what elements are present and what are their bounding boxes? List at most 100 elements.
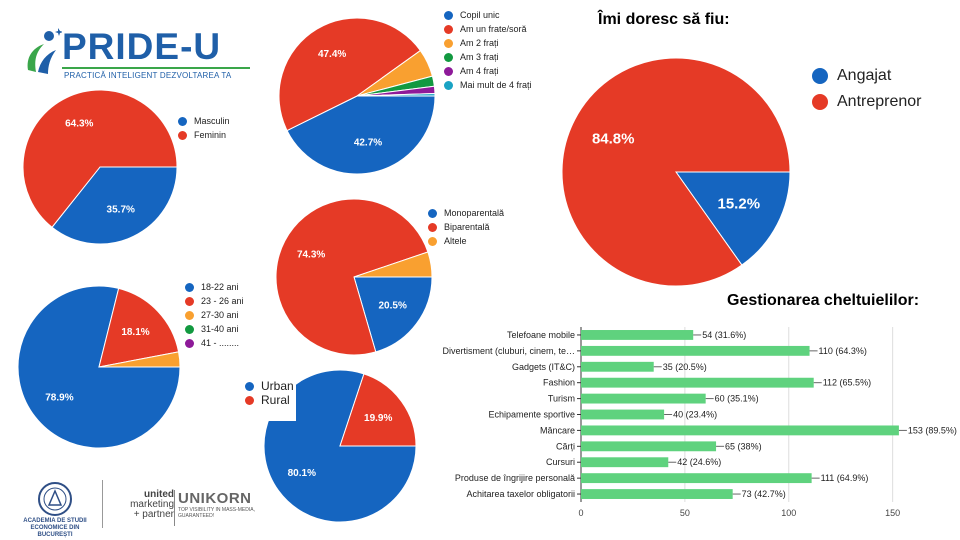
expense-bar: [581, 393, 706, 404]
legend-swatch-icon: [444, 52, 453, 62]
expense-bar: [581, 377, 814, 388]
aspiration-title: Îmi doresc să fiu:: [598, 11, 730, 28]
ase-logo: ACADEMIA DE STUDII ECONOMICE DIN BUCUREȘ…: [14, 481, 96, 538]
siblings-legend-item: Am 3 frați: [444, 50, 532, 64]
bar-data-label: 40 (23.4%): [673, 410, 717, 420]
category-label: Divertisment (cluburi, cinem, te…: [442, 346, 575, 356]
legend-swatch-icon: [812, 68, 828, 84]
x-tick-label: 100: [781, 508, 796, 518]
expense-bar: [581, 330, 694, 340]
bar-data-label: 35 (20.5%): [663, 362, 707, 372]
age-legend-item: 41 - ........: [185, 336, 244, 350]
expense-bar: [581, 409, 665, 420]
age-legend-label: 41 - ........: [201, 338, 240, 348]
united-line3: + partner: [133, 509, 174, 520]
legend-swatch-icon: [428, 208, 437, 218]
age-legend-label: 31-40 ani: [201, 324, 239, 334]
expense-bar: [581, 473, 812, 484]
legend-swatch-icon: [245, 381, 254, 391]
x-tick-label: 150: [885, 508, 900, 518]
siblings-legend-item: Copil unic: [444, 8, 532, 22]
runner-icon: [27, 28, 62, 74]
expense-bar: [581, 489, 733, 499]
united-line1: united: [144, 489, 174, 500]
category-label: Fashion: [543, 378, 575, 388]
age-legend-item: 27-30 ani: [185, 308, 244, 322]
residence-legend-item: Urban: [245, 379, 294, 393]
category-label: Cursuri: [546, 457, 575, 467]
legend-aspiration: Angajat Antreprenor: [812, 63, 922, 115]
expense-bar: [581, 457, 669, 468]
age-legend-label: 18-22 ani: [201, 282, 239, 292]
siblings-legend-item: Am 4 frați: [444, 64, 532, 78]
residence-legend-label: Urban: [261, 379, 294, 393]
bar-data-label: 153 (89.5%): [908, 425, 957, 435]
bar-data-label: 110 (64.3%): [819, 346, 867, 356]
category-label: Cărți: [556, 441, 575, 451]
siblings-legend-label: Copil unic: [460, 10, 500, 20]
expense-bar: [581, 345, 810, 356]
age-legend-label: 23 - 26 ani: [201, 296, 244, 306]
category-label: Turism: [548, 394, 575, 404]
aspiration-legend-item: Antreprenor: [812, 89, 922, 115]
legend-swatch-icon: [428, 222, 437, 232]
category-label: Telefoane mobile: [507, 330, 575, 340]
bar-data-label: 112 (65.5%): [823, 378, 871, 388]
siblings-legend-label: Mai mult de 4 frați: [460, 80, 532, 90]
footer-divider: [102, 480, 103, 528]
category-label: Produse de îngrijire personală: [455, 473, 575, 483]
age-legend-item: 23 - 26 ani: [185, 294, 244, 308]
siblings-legend-item: Mai mult de 4 frați: [444, 78, 532, 92]
expenses-title: Gestionarea cheltuielilor:: [727, 292, 920, 309]
legend-swatch-icon: [444, 38, 453, 48]
siblings-legend-item: Am un frate/soră: [444, 22, 532, 36]
family-legend-item: Monoparentală: [428, 206, 504, 220]
family-legend-label: Biparentală: [444, 222, 490, 232]
logo-tagline: PRACTICĂ INTELIGENT DEZVOLTAREA TA: [64, 71, 232, 80]
expense-bar: [581, 361, 654, 372]
unikorn-name: UNIKORN: [178, 490, 252, 507]
siblings-legend-label: Am 3 frați: [460, 52, 499, 62]
siblings-legend-item: Am 2 frați: [444, 36, 532, 50]
logo-title: PRIDE-U: [62, 26, 222, 67]
aspiration-legend-label: Antreprenor: [837, 93, 922, 110]
gender-legend-label: Feminin: [194, 130, 227, 140]
pride-u-logo: PRIDE-U PRACTICĂ INTELIGENT DEZVOLTAREA …: [22, 26, 252, 86]
legend-swatch-icon: [428, 236, 437, 246]
x-tick-label: 50: [680, 508, 690, 518]
bar-data-label: 111 (64.9%): [821, 473, 869, 483]
aspiration-legend-item: Angajat: [812, 63, 922, 89]
legend-gender: Masculin Feminin: [178, 114, 230, 142]
legend-residence: Urban Rural: [245, 379, 294, 407]
legend-swatch-icon: [185, 296, 194, 306]
gender-legend-item: Masculin: [178, 114, 230, 128]
legend-siblings: Copil unic Am un frate/soră Am 2 frați Am 3…: [444, 8, 532, 92]
legend-swatch-icon: [444, 10, 453, 20]
united-marketing-logo: united marketing + partner: [118, 490, 174, 530]
unikorn-logo: UNIKORN TOP VISIBILITY IN MASS-MEDIA, GU…: [174, 490, 258, 526]
ase-seal-icon: [38, 482, 72, 516]
legend-family: Monoparentală Biparentală Altele: [428, 206, 504, 248]
bar-data-label: 73 (42.7%): [742, 489, 786, 499]
legend-swatch-icon: [185, 338, 194, 348]
x-tick-label: 0: [578, 508, 583, 518]
age-legend-item: 31-40 ani: [185, 322, 244, 336]
legend-swatch-icon: [444, 24, 453, 34]
legend-swatch-icon: [812, 94, 828, 110]
bar-data-label: 60 (35.1%): [715, 394, 759, 404]
category-label: Echipamente sportive: [488, 410, 575, 420]
legend-age: 18-22 ani 23 - 26 ani 27-30 ani 31-40 ani 41…: [185, 280, 244, 350]
logo-underline: [62, 67, 250, 69]
family-legend-label: Monoparentală: [444, 208, 505, 218]
legend-swatch-icon: [185, 324, 194, 334]
residence-legend-item: Rural: [245, 393, 294, 407]
legend-swatch-icon: [185, 310, 194, 320]
siblings-legend-label: Am 4 frați: [460, 66, 499, 76]
expense-bar: [581, 425, 899, 436]
age-legend-label: 27-30 ani: [201, 310, 239, 320]
unikorn-caption: TOP VISIBILITY IN MASS-MEDIA, GUARANTEED…: [178, 507, 255, 519]
gender-legend-label: Masculin: [194, 116, 230, 126]
ase-caption: ACADEMIA DE STUDII ECONOMICE DIN BUCUREȘ…: [23, 518, 87, 538]
legend-swatch-icon: [178, 130, 187, 140]
